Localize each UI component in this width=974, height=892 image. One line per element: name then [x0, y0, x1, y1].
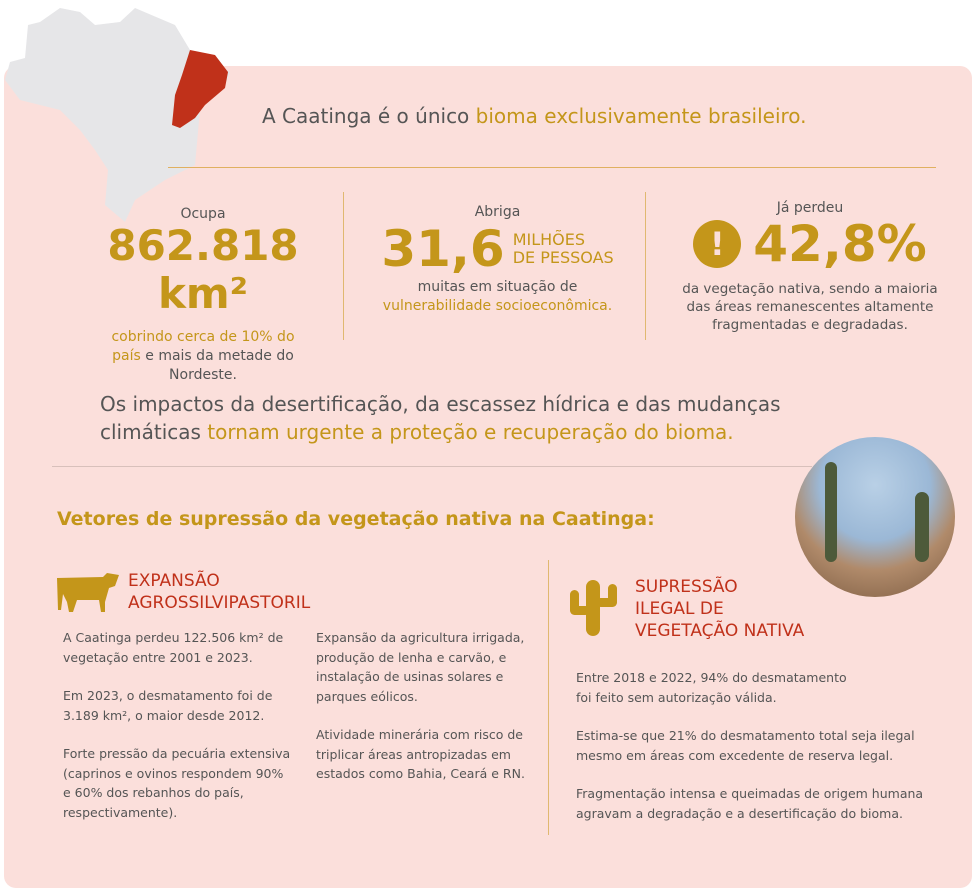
stat-area: Ocupa 862.818 km² cobrindo cerca de 10% …	[107, 206, 299, 383]
cow-icon	[57, 573, 119, 612]
cactus-icon	[570, 580, 617, 636]
impact-statement: Os impactos da desertificação, da escass…	[100, 392, 781, 444]
stat-loss: Já perdeu ! 42,8% da vegetação nativa, s…	[682, 200, 938, 333]
divider	[645, 192, 646, 340]
divider	[52, 466, 812, 467]
stat-population: Abriga 31,6 MILHÕES DE PESSOAS muitas em …	[381, 204, 614, 314]
brazil-map-icon	[5, 8, 230, 222]
exclamation-icon: !	[693, 220, 742, 268]
agro-col1: A Caatinga perdeu 122.506 km² de vegetaç…	[63, 630, 291, 820]
section-title-agro: EXPANSÃO AGROSSILVIPASTORIL	[128, 571, 311, 613]
divider	[168, 167, 936, 168]
illegal-text: Entre 2018 e 2022, 94% do desmatamento f…	[576, 670, 924, 821]
caatinga-photo	[795, 437, 955, 597]
vectors-title: Vetores de supressão da vegetação nativa…	[57, 508, 655, 530]
divider	[548, 560, 549, 835]
section-title-illegal: SUPRESSÃO ILEGAL DE VEGETAÇÃO NATIVA	[635, 577, 805, 641]
headline: A Caatinga é o único bioma exclusivament…	[262, 104, 807, 128]
agro-col2: Expansão da agricultura irrigada, produç…	[316, 630, 525, 781]
divider	[343, 192, 344, 340]
